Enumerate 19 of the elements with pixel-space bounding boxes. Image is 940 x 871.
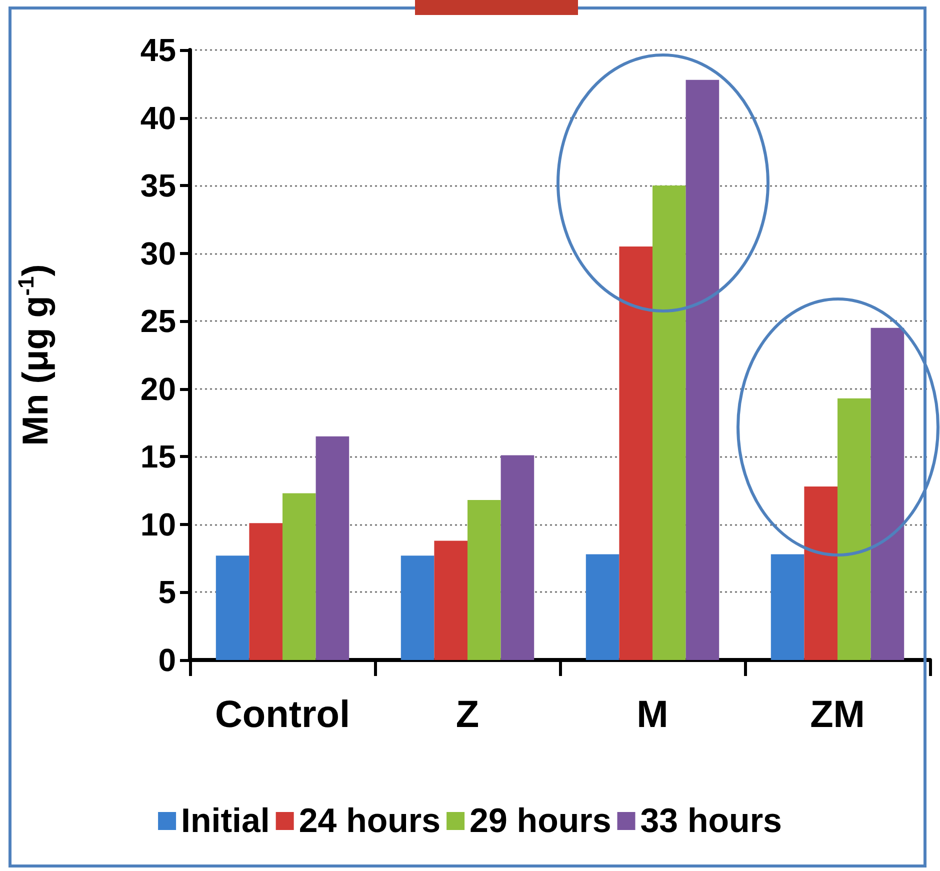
y-tick-label: 35 [140,168,176,204]
y-tick-label: 30 [140,235,176,272]
y-tick-label: 0 [158,642,176,678]
y-tick-label: 20 [140,370,176,407]
x-tick-label: M [636,694,668,736]
x-tick-label: ZM [810,694,865,736]
x-tick-label: Z [456,694,480,736]
x-tick-label: Control [214,694,350,736]
y-tick-label: 10 [140,506,176,542]
y-tick-label: 25 [140,303,176,340]
y-tick-label: 40 [140,100,176,136]
legend-label: Initial [181,802,270,840]
y-tick-label: 5 [158,574,176,610]
y-axis-title: Mn (μg g-1) [14,264,56,446]
legend-label: 24 hours [298,802,441,840]
y-tick-label: 15 [140,438,176,475]
legend-label: 33 hours [640,802,782,840]
legend-label: 29 hours [470,802,612,840]
y-tick-label: 45 [140,32,176,68]
